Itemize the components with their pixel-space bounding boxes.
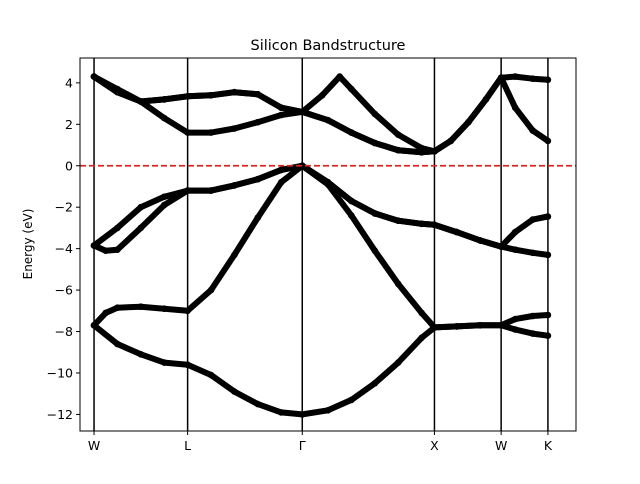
band-point: [418, 335, 425, 342]
band-point: [418, 310, 425, 317]
band-point: [278, 179, 285, 186]
band-point: [102, 310, 109, 317]
x-tick-label: K: [544, 438, 553, 453]
band-point: [319, 92, 326, 99]
band-point: [372, 140, 379, 147]
y-tick-label: 4: [65, 75, 73, 90]
band-point: [161, 96, 168, 103]
band-point: [231, 182, 238, 189]
band-point: [161, 202, 168, 209]
band-point: [325, 117, 332, 124]
band-point: [231, 125, 238, 132]
x-tick-label: L: [184, 438, 191, 453]
y-axis-label: Energy (eV): [21, 209, 35, 280]
band-point: [529, 216, 536, 223]
band-point: [529, 313, 536, 320]
x-tick-label: Γ: [299, 438, 306, 453]
band-point: [512, 326, 519, 333]
band-point: [138, 351, 145, 358]
band-point: [512, 73, 519, 80]
band-point: [114, 341, 121, 348]
band-point: [453, 323, 460, 330]
band-point: [477, 237, 484, 244]
band-point: [114, 89, 121, 96]
band-point: [138, 225, 145, 232]
band-point: [477, 322, 484, 329]
band-point: [348, 198, 355, 205]
band-point: [278, 104, 285, 111]
band-point: [529, 127, 536, 134]
band-point: [254, 401, 261, 408]
band-point: [161, 359, 168, 366]
band-point: [325, 407, 332, 414]
y-tick-label: −8: [55, 324, 73, 339]
band-point: [418, 221, 425, 228]
band-point: [395, 281, 402, 288]
x-tick-label: W: [88, 438, 100, 453]
band-point: [529, 330, 536, 337]
band-point: [208, 129, 215, 136]
x-tick-label: X: [430, 438, 439, 453]
band-point: [254, 91, 261, 98]
band-point: [278, 409, 285, 416]
band-point: [138, 98, 145, 105]
band-point: [102, 247, 109, 254]
band-point: [208, 287, 215, 294]
band-point: [512, 316, 519, 323]
band-point: [114, 246, 121, 253]
band-point: [114, 304, 121, 311]
y-tick-label: −2: [55, 200, 73, 215]
band-point: [372, 380, 379, 387]
band-point: [278, 112, 285, 119]
y-tick-label: −6: [55, 283, 73, 298]
band-point: [325, 179, 332, 186]
band-point: [161, 115, 168, 122]
band-point: [395, 147, 402, 154]
chart-title: Silicon Bandstructure: [251, 38, 406, 54]
band-point: [512, 229, 519, 236]
band-point: [336, 73, 343, 80]
band-point: [231, 252, 238, 259]
band-point: [254, 119, 261, 126]
band-point: [254, 176, 261, 183]
band-point: [114, 225, 121, 232]
band-point: [372, 210, 379, 217]
band-point: [208, 187, 215, 194]
band-point: [138, 204, 145, 211]
band-point: [512, 246, 519, 253]
band-point: [483, 96, 490, 103]
band-point: [348, 397, 355, 404]
band-point: [348, 129, 355, 136]
y-tick-label: 0: [65, 158, 73, 173]
band-point: [395, 217, 402, 224]
band-point: [465, 119, 472, 126]
band-point: [529, 250, 536, 257]
band-point: [395, 359, 402, 366]
band-point: [254, 214, 261, 221]
band-point: [453, 229, 460, 236]
y-tick-label: −10: [47, 365, 73, 380]
band-point: [208, 372, 215, 379]
band-point: [161, 194, 168, 201]
band-point: [418, 145, 425, 152]
band-point: [372, 247, 379, 254]
band-point: [395, 131, 402, 138]
band-point: [161, 305, 168, 312]
y-tick-label: −4: [55, 241, 73, 256]
band-point: [278, 167, 285, 174]
band-point: [448, 138, 455, 145]
band-point: [512, 104, 519, 111]
y-tick-label: −12: [47, 407, 73, 422]
band-point: [231, 388, 238, 395]
x-tick-label: W: [495, 438, 507, 453]
band-point: [372, 111, 379, 118]
band-point: [348, 86, 355, 93]
band-point: [138, 303, 145, 310]
y-tick-label: 2: [65, 117, 73, 132]
band-point: [348, 212, 355, 219]
band-point: [208, 92, 215, 99]
band-point: [529, 75, 536, 82]
band-point: [231, 89, 238, 96]
